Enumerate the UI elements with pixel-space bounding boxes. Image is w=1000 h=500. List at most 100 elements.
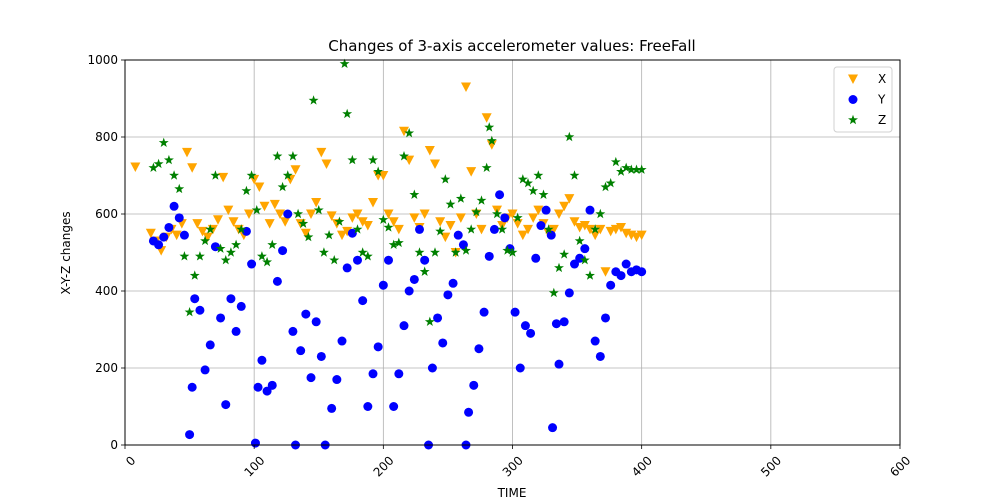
data-point-z [497,224,508,234]
data-point-x [337,230,347,241]
data-point-z [466,224,477,234]
data-point-x [192,219,203,229]
data-point-y [247,259,257,269]
data-point-z [267,239,278,250]
data-points [130,58,647,450]
data-point-x [254,182,265,193]
data-point-x [636,230,647,241]
data-point-x [466,167,477,177]
data-point-z [347,154,358,165]
data-point-z [393,237,404,248]
data-point-z [225,247,236,257]
data-point-z [554,262,564,273]
data-point-x [595,224,606,235]
data-point-x [517,230,528,241]
data-point-z [533,170,544,180]
data-point-y [443,290,453,300]
data-point-x [616,222,626,233]
data-point-y [621,259,631,269]
data-point-y [283,209,293,219]
data-point-x [579,221,590,231]
data-point-x [368,197,378,208]
data-point-y [551,319,561,329]
data-point-z [298,218,309,228]
data-point-y [606,280,616,290]
data-point-y [164,222,174,232]
data-point-y [585,205,595,215]
data-point-z [357,247,368,257]
data-point-y [559,317,569,327]
data-point-x [347,213,358,223]
data-point-x [300,228,311,239]
data-point-y [548,423,558,433]
data-point-z [512,212,523,223]
data-point-z [220,255,231,265]
data-point-y [448,278,458,288]
data-point-x [419,209,430,219]
data-point-z [318,247,329,257]
data-point-y [479,307,489,317]
series-z-points [148,58,647,327]
data-point-y [546,230,556,240]
data-point-x [564,194,575,204]
data-point-z [528,185,539,196]
data-point-y [278,246,288,256]
data-point-z [419,266,430,276]
data-point-z [559,249,570,259]
data-point-z [616,166,626,176]
data-point-z [383,222,394,232]
data-point-y [453,230,463,240]
data-point-y [564,288,574,298]
data-point-x [528,213,539,223]
data-point-z [631,164,642,174]
data-point-y [554,359,564,369]
data-point-x [476,224,487,235]
data-point-y [469,380,479,390]
data-point-y [267,380,277,390]
data-point-y [433,313,443,323]
data-point-x [197,226,208,237]
data-point-y [601,313,610,323]
chart-title: Changes of 3-axis accelerometer values: … [328,37,695,55]
legend-marker-x [848,74,858,84]
legend-label-z: Z [878,113,886,127]
data-point-x [533,205,544,216]
data-point-z [231,239,242,250]
data-point-y [590,336,600,346]
data-point-x [275,209,285,219]
data-point-y [526,328,536,338]
data-point-y [347,228,357,238]
data-point-y [231,326,241,336]
data-point-x [388,217,399,227]
data-point-z [517,174,528,184]
data-point-z [414,247,425,257]
data-point-y [427,363,437,373]
data-point-y [363,402,373,411]
data-point-z [342,108,353,119]
data-point-y [342,263,352,273]
legend-marker-z [848,114,858,125]
data-point-y [288,326,298,336]
data-point-z [636,164,647,174]
data-point-y [353,255,362,265]
data-point-z [543,224,554,234]
data-point-y [316,351,326,361]
data-point-z [153,158,164,169]
data-point-y [337,336,347,346]
data-point-y [358,296,368,306]
data-point-z [308,95,319,105]
data-point-z [200,235,211,246]
data-point-z [476,195,487,205]
data-point-z [378,214,389,224]
data-point-y [200,365,210,375]
data-point-y [541,205,551,215]
legend-label-x: X [878,72,886,86]
data-point-z [590,224,601,234]
data-point-y [531,253,541,263]
data-point-x [569,217,580,227]
data-point-x [559,201,570,212]
data-point-x [290,165,301,175]
data-point-z [600,181,611,192]
data-point-z [179,251,190,261]
